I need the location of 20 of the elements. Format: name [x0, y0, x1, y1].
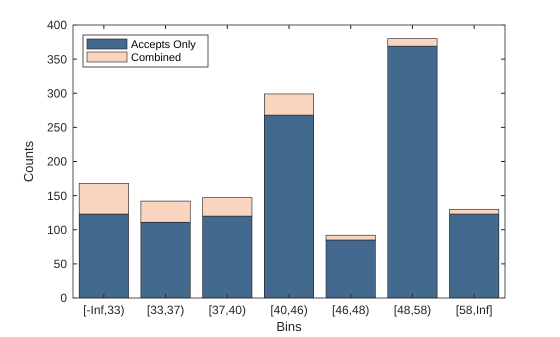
legend-label: Accepts Only: [131, 39, 196, 51]
x-tick-label: [48,58): [394, 303, 432, 317]
y-tick-label: 200: [46, 154, 68, 169]
y-tick-label: 150: [46, 188, 68, 203]
y-tick-label: 50: [54, 257, 68, 272]
x-axis-title: Bins: [276, 319, 302, 334]
y-tick-label: 100: [46, 222, 68, 237]
x-tick-label: [58,Inf]: [456, 303, 492, 317]
y-tick-label: 350: [46, 52, 68, 66]
x-tick-label: [46,48): [332, 303, 370, 317]
y-tick-label: 400: [46, 18, 68, 32]
x-tick-label: [40,46): [270, 303, 308, 317]
x-tick-label: [33,37): [146, 303, 184, 317]
legend-label: Combined: [131, 52, 182, 64]
y-tick-label: 0: [60, 291, 68, 306]
y-axis-title: Counts: [21, 140, 36, 182]
x-tick-label: [-Inf,33): [83, 303, 125, 317]
y-tick-label: 300: [46, 86, 68, 100]
y-tick-label: 250: [46, 120, 68, 135]
x-tick-label: [37,40): [208, 303, 246, 317]
